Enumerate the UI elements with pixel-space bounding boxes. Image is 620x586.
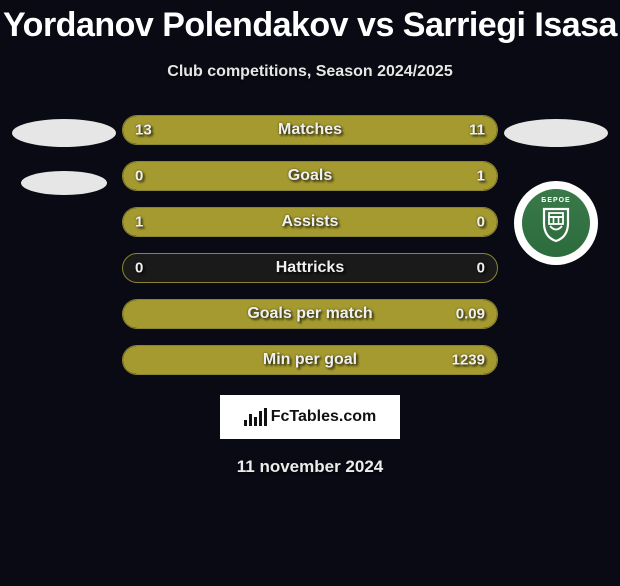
- stat-bar: Goals per match0.09: [122, 299, 498, 329]
- team-badge-text: БЕРОЕ: [541, 197, 570, 204]
- team-badge-inner: БЕРОЕ: [522, 189, 590, 257]
- stat-bar: Min per goal1239: [122, 345, 498, 375]
- site-logo[interactable]: FcTables.com: [220, 395, 400, 439]
- stat-bar: Matches1311: [122, 115, 498, 145]
- stat-bar: Goals01: [122, 161, 498, 191]
- stat-bars: Matches1311 Goals01 Assists10 Hattricks0 0 Go…: [122, 115, 498, 375]
- right-player-placeholder: [504, 119, 608, 147]
- stat-bar: Hattricks0 0: [122, 253, 498, 283]
- left-player-placeholder: [12, 119, 116, 147]
- page-title: Yordanov Polendakov vs Sarriegi Isasa: [0, 6, 620, 45]
- left-team-placeholder: [21, 171, 107, 195]
- subtitle: Club competitions, Season 2024/2025: [0, 63, 620, 81]
- footer-date: 11 november 2024: [0, 457, 620, 477]
- stat-value-right: 0: [477, 260, 485, 277]
- stat-bar: Assists10: [122, 207, 498, 237]
- stat-label: Hattricks: [123, 259, 497, 277]
- stat-fill-right: [325, 116, 497, 144]
- stat-fill-right: [123, 346, 497, 374]
- chart-icon: [244, 408, 267, 426]
- site-logo-text: FcTables.com: [271, 408, 377, 426]
- left-side: [6, 115, 122, 195]
- stat-fill-left: [123, 208, 497, 236]
- comparison-body: Matches1311 Goals01 Assists10 Hattricks0 0 Go…: [0, 115, 620, 375]
- shield-icon: [536, 203, 576, 243]
- stat-fill-left: [123, 116, 325, 144]
- stat-fill-right: [123, 300, 497, 328]
- stat-fill-right: [123, 162, 497, 190]
- right-side: БЕРОЕ: [498, 115, 614, 265]
- stat-value-left: 0: [135, 260, 143, 277]
- right-team-badge: БЕРОЕ: [514, 181, 598, 265]
